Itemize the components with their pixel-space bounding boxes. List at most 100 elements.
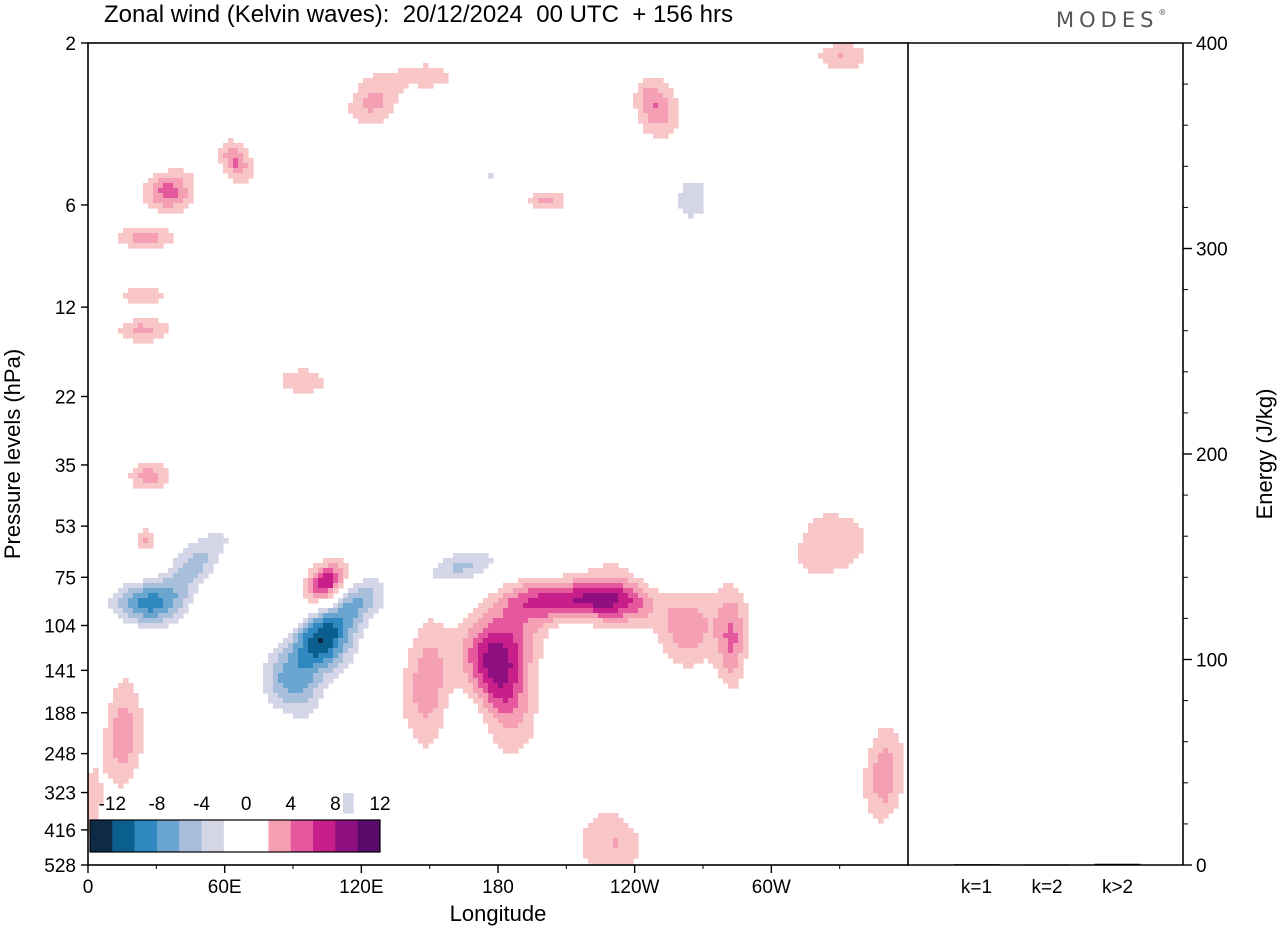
contour-cell [513, 683, 524, 689]
contour-cell [618, 843, 639, 849]
contour-cell [313, 563, 329, 569]
contour-cell [668, 103, 679, 109]
contour-cell [508, 658, 519, 664]
contour-cell [538, 198, 554, 204]
contour-cell [738, 663, 744, 669]
contour-cell [178, 553, 194, 559]
contour-cell [743, 648, 749, 654]
contour-cell [523, 633, 534, 639]
contour-cell [403, 698, 414, 704]
contour-cell [468, 628, 484, 634]
contour-cell [113, 738, 134, 744]
contour-cell [408, 663, 419, 669]
contour-cell [523, 658, 534, 664]
contour-cell [528, 708, 539, 714]
contour-cell [153, 193, 164, 199]
contour-cell [728, 648, 734, 654]
contour-cell [493, 618, 529, 624]
contour-cell [303, 588, 309, 594]
contour-cell [498, 598, 509, 604]
contour-cell [173, 563, 184, 569]
contour-cell [643, 598, 654, 604]
colorbar-label: -4 [193, 794, 210, 815]
contour-cell [138, 473, 159, 479]
contour-cell [508, 653, 519, 659]
contour-cell [338, 603, 344, 609]
contour-cell [438, 693, 449, 699]
contour-cell [193, 553, 209, 559]
contour-cell [438, 648, 464, 654]
contour-cell [343, 653, 354, 659]
contour-cell [133, 328, 154, 334]
contour-fill-layer [88, 43, 904, 865]
contour-cell [338, 653, 344, 659]
contour-cell [628, 618, 669, 624]
contour-cell [293, 633, 299, 639]
contour-cell [503, 613, 549, 619]
contour-cell [363, 98, 384, 104]
contour-cell [418, 633, 469, 639]
contour-cell [658, 88, 674, 94]
contour-cell [593, 818, 624, 824]
contour-cell [873, 773, 894, 779]
contour-cell [233, 163, 239, 169]
contour-cell [143, 588, 174, 594]
contour-cell [128, 613, 144, 619]
contour-cell [668, 608, 699, 614]
contour-cell [273, 683, 284, 689]
contour-cell [473, 688, 484, 694]
energy-tick-label: 100 [1196, 651, 1228, 672]
contour-cell [423, 63, 429, 69]
contour-cell [483, 628, 524, 634]
contour-cell [108, 708, 119, 714]
contour-cell [333, 578, 339, 584]
contour-cell [738, 603, 749, 609]
contour-cell [143, 613, 159, 619]
contour-cell [588, 568, 629, 574]
contour-cell [173, 203, 189, 209]
contour-cell [738, 608, 749, 614]
contour-cell [278, 673, 314, 679]
contour-cell [498, 588, 514, 594]
contour-cell [463, 638, 474, 644]
contour-cell [583, 848, 639, 854]
contour-cell [703, 638, 719, 644]
contour-cell [153, 183, 164, 189]
contour-cell [308, 648, 329, 654]
contour-cell [293, 388, 314, 394]
contour-cell [863, 788, 874, 794]
contour-cell [738, 653, 749, 659]
contour-cell [573, 598, 619, 604]
contour-cell [733, 648, 744, 654]
contour-cell [513, 588, 529, 594]
contour-cell [338, 643, 344, 649]
contour-cell [503, 643, 519, 649]
contour-cell [353, 93, 369, 99]
contour-cell [743, 633, 749, 639]
colorbar-swatch [313, 820, 336, 852]
colorbar-swatch [357, 820, 381, 852]
contour-cell [463, 663, 474, 669]
contour-cell [528, 673, 539, 679]
contour-cell [93, 768, 99, 774]
energy-category-label: k=1 [961, 877, 992, 898]
contour-cell [343, 623, 354, 629]
contour-cell [143, 583, 189, 589]
y-axis-title: Pressure levels (hPa) [0, 349, 25, 559]
contour-cell [308, 568, 319, 574]
contour-cell [353, 598, 364, 604]
colorbar-label: 4 [285, 794, 296, 815]
x-tick-label: 180 [482, 877, 514, 898]
contour-cell [363, 613, 374, 619]
contour-cell [118, 328, 134, 334]
contour-cell [868, 803, 899, 809]
contour-cell [453, 563, 474, 569]
contour-cell [803, 538, 864, 544]
contour-cell [288, 688, 304, 694]
y-tick-label: 6 [65, 196, 76, 217]
contour-cell [518, 668, 524, 674]
contour-cell [828, 63, 859, 69]
contour-cell [263, 683, 274, 689]
contour-cell [573, 578, 629, 584]
contour-cell [413, 673, 444, 679]
